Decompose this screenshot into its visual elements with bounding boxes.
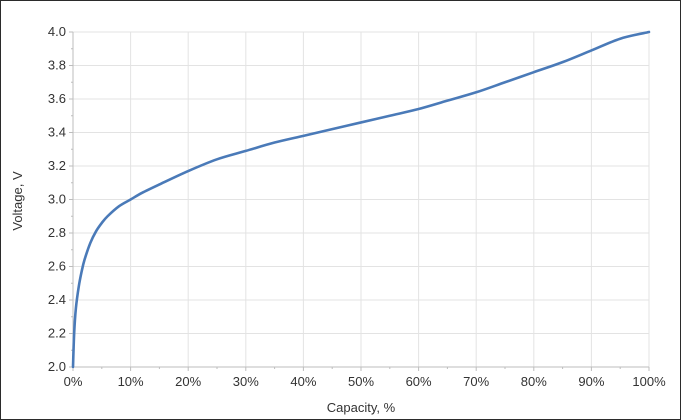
- x-tick-label: 30%: [233, 374, 259, 389]
- y-axis-ticks: 2.0 2.2 2.4 2.6 2.8 3.0 3.2 3.4 3.6 3.8 4.0: [48, 24, 73, 374]
- y-tick-label: 3.4: [48, 125, 66, 140]
- y-tick-label: 3.2: [48, 158, 66, 173]
- y-tick-label: 2.2: [48, 326, 66, 341]
- x-tick-label: 80%: [521, 374, 547, 389]
- y-tick-label: 3.0: [48, 192, 66, 207]
- series-line-0: [71, 30, 651, 369]
- y-tick-label: 2.0: [48, 359, 66, 374]
- y-axis-title: Voltage, V: [10, 171, 25, 231]
- grid: [72, 31, 650, 368]
- y-tick-label: 4.0: [48, 24, 66, 39]
- y-tick-label: 2.4: [48, 292, 66, 307]
- x-tick-label: 0%: [64, 374, 83, 389]
- x-tick-label: 60%: [406, 374, 432, 389]
- series: [71, 30, 651, 369]
- y-tick-label: 2.8: [48, 225, 66, 240]
- y-tick-label: 3.6: [48, 91, 66, 106]
- y-tick-label: 2.6: [48, 259, 66, 274]
- x-axis-ticks: 0% 10% 20% 30% 40% 50% 60% 70% 80% 90% 100%: [64, 367, 666, 389]
- y-tick-label: 3.8: [48, 58, 66, 73]
- x-tick-label: 20%: [175, 374, 201, 389]
- x-tick-label: 40%: [290, 374, 316, 389]
- x-axis-title: Capacity, %: [327, 400, 396, 415]
- x-tick-label: 10%: [118, 374, 144, 389]
- x-tick-label: 70%: [463, 374, 489, 389]
- x-tick-label: 100%: [632, 374, 666, 389]
- x-tick-label: 50%: [348, 374, 374, 389]
- x-tick-label: 90%: [578, 374, 604, 389]
